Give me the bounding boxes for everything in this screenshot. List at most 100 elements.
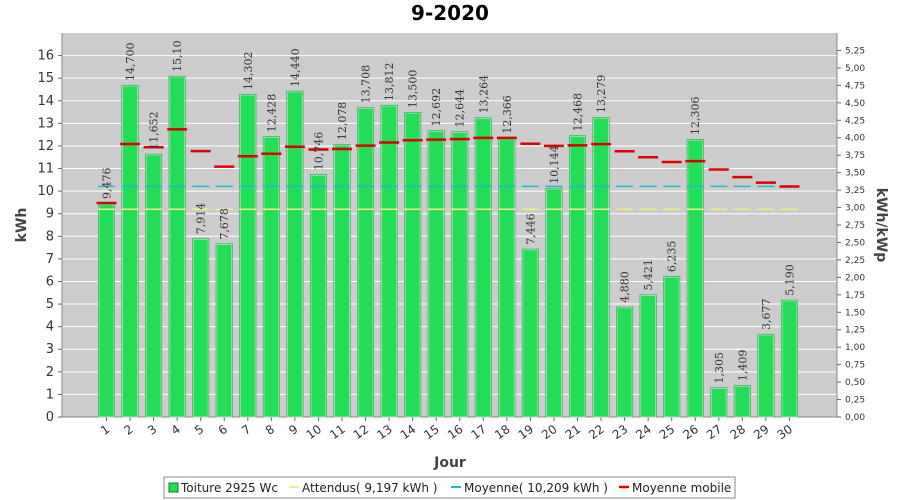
x-tick-label: 21 [563, 422, 584, 442]
bar [569, 135, 586, 418]
x-tick-label: 6 [216, 422, 230, 438]
y-tick-label: 7 [46, 252, 54, 267]
bar-fill [475, 118, 491, 417]
bar-highlight [710, 388, 727, 418]
bar-highlight [334, 144, 350, 418]
bar-highlight [734, 385, 751, 418]
x-tick-label: 1 [98, 422, 112, 438]
y2-tick-label: 4,75 [845, 81, 865, 91]
bar [309, 174, 327, 418]
chart-title: 9-2020 [411, 1, 489, 25]
x-tick-label: 13 [374, 422, 395, 442]
x-tick-label: 2 [121, 422, 135, 438]
bar [333, 144, 351, 418]
y-tick-label: 1 [46, 387, 54, 402]
y2-tick-label: 1,25 [845, 326, 865, 336]
bar-fill [781, 300, 797, 417]
bar [545, 187, 563, 418]
bar-value-label: 6,235 [666, 241, 679, 273]
bar-value-label: 1,305 [713, 352, 726, 384]
x-tick-label: 25 [657, 422, 678, 442]
y2-tick-label: 3,75 [845, 151, 865, 161]
bar-fill [358, 108, 374, 417]
legend-label-moyenne-mobile: Moyenne mobile [632, 481, 731, 495]
bar-value-label: 5,190 [783, 264, 796, 296]
y2-tick-label: 5,00 [845, 64, 865, 74]
bar [215, 243, 233, 418]
bar [262, 136, 280, 418]
y-tick-label: 9 [46, 207, 54, 222]
bar-highlight [663, 276, 680, 418]
y2-tick-label: 2,75 [845, 221, 865, 231]
bar-highlight [640, 295, 657, 418]
x-tick-label: 11 [327, 422, 348, 442]
bar [663, 276, 681, 418]
bars [98, 75, 798, 418]
y2-tick-label: 0,75 [845, 361, 865, 371]
x-axis: 1 2 3 4 5 6 7 8 9 10 11 12 13 14 15 16 17 18 19 20 21 22 23 24 2… [62, 416, 837, 442]
bar-fill [522, 249, 538, 417]
y2-tick-label: 3,00 [845, 204, 865, 214]
y2-tick-label: 2,50 [845, 238, 865, 248]
bar-highlight [475, 117, 492, 418]
y-axis-title: kWh [14, 208, 30, 243]
x-tick-label: 9 [286, 422, 300, 438]
bar [427, 130, 445, 418]
x-tick-label: 27 [704, 422, 725, 442]
bar [357, 107, 375, 418]
bar-highlight [216, 244, 233, 418]
bar-highlight [404, 112, 421, 418]
bar-highlight [357, 107, 374, 418]
y2-tick-label: 5,25 [845, 46, 865, 56]
bar-highlight [169, 76, 186, 418]
bar-fill [263, 137, 279, 417]
bar-fill [287, 91, 303, 418]
bar-fill [758, 334, 774, 417]
x-tick-label: 10 [304, 422, 325, 442]
bar-value-label: 14,440 [289, 48, 302, 87]
bar [474, 117, 492, 418]
bar [286, 90, 304, 418]
bar-fill [664, 277, 680, 417]
y-tick-label: 12 [37, 139, 54, 154]
bar-value-label: 12,078 [336, 102, 349, 141]
legend-box [163, 476, 736, 499]
bar-highlight [781, 300, 798, 418]
y-tick-label: 15 [37, 71, 54, 86]
bar [498, 137, 516, 418]
x-tick-label: 18 [492, 422, 513, 442]
x-tick-label: 20 [539, 422, 560, 442]
bar [239, 93, 257, 418]
y-tick-label: 10 [37, 184, 54, 199]
y2-tick-label: 4,25 [845, 116, 865, 126]
bar-value-label: 13,279 [595, 75, 608, 114]
x-tick-label: 12 [351, 422, 372, 442]
bar-fill [428, 131, 444, 417]
x-tick-label: 8 [263, 422, 277, 438]
bar-value-label: 7,446 [524, 213, 537, 245]
bar-value-label: 14,700 [124, 42, 137, 81]
bar-fill [734, 386, 750, 417]
legend-label-attendus: Attendus( 9,197 kWh ) [302, 481, 437, 495]
x-tick-label: 3 [145, 422, 159, 438]
bar [192, 238, 210, 418]
legend-swatch-bars [168, 482, 179, 493]
bar [780, 299, 798, 418]
x-tick-label: 24 [633, 422, 654, 442]
bar [98, 202, 115, 418]
bar-highlight [616, 307, 633, 418]
x-tick-label: 14 [398, 422, 419, 442]
y2-tick-label: 0,50 [845, 378, 865, 388]
y-tick-label: 13 [37, 116, 54, 131]
y-tick-label: 4 [46, 320, 54, 335]
x-axis-title: Jour [433, 455, 466, 471]
x-tick-label: 23 [610, 422, 631, 442]
bar-value-label: 12,306 [689, 97, 702, 136]
bar-value-label: 12,468 [572, 93, 585, 132]
y2-axis-title: kWh/kWp [873, 188, 889, 263]
bar-fill [593, 118, 609, 417]
y-tick-label: 2 [46, 365, 54, 380]
y-tick-label: 5 [46, 297, 54, 312]
